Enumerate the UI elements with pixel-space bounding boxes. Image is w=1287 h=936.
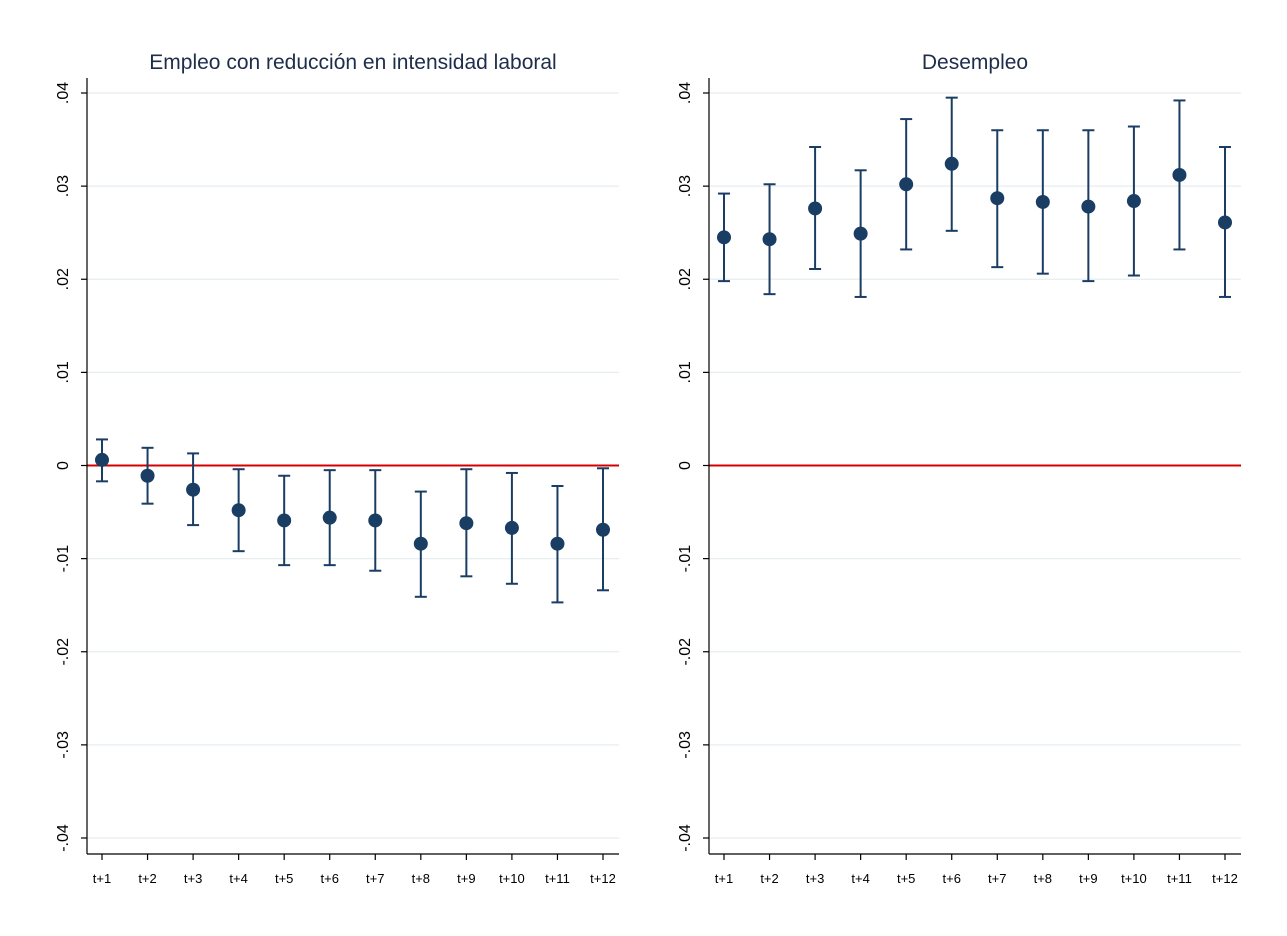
x-tick-label: t+8 — [412, 871, 430, 886]
y-tick-label: 0 — [55, 461, 72, 470]
x-tick-label: t+2 — [760, 871, 778, 886]
x-tick-label: t+4 — [851, 871, 869, 886]
point-estimate — [990, 191, 1005, 206]
x-tick-label: t+5 — [897, 871, 915, 886]
x-tick-label: t+5 — [275, 871, 293, 886]
y-tick-label: -.04 — [677, 824, 694, 852]
panel-employment-reduction: Empleo con reducción en intensidad labor… — [55, 51, 619, 886]
point-estimate — [186, 482, 201, 497]
x-tick-label: t+3 — [184, 871, 202, 886]
point-estimate — [899, 177, 914, 192]
y-tick-label: -.02 — [677, 638, 694, 666]
point-estimate — [1126, 194, 1141, 209]
panel-title: Empleo con reducción en intensidad labor… — [149, 51, 556, 74]
y-tick-label: .02 — [677, 268, 694, 290]
x-tick-label: t+9 — [457, 871, 475, 886]
y-tick-label: .02 — [55, 268, 72, 290]
y-tick-label: -.04 — [55, 824, 72, 852]
point-estimate — [1081, 199, 1096, 214]
y-tick-label: .03 — [677, 175, 694, 197]
point-estimate — [95, 452, 109, 467]
y-tick-label: .01 — [677, 361, 694, 383]
x-tick-label: t+7 — [366, 871, 384, 886]
panel-title: Desempleo — [922, 51, 1028, 74]
x-tick-label: t+11 — [1167, 871, 1192, 886]
point-estimate — [1218, 215, 1232, 230]
point-estimate — [550, 536, 565, 551]
point-estimate — [596, 522, 610, 537]
x-tick-label: t+8 — [1034, 871, 1052, 886]
x-tick-label: t+6 — [943, 871, 961, 886]
x-tick-label: t+12 — [1212, 871, 1238, 886]
point-estimate — [459, 516, 474, 531]
x-tick-label: t+10 — [1121, 871, 1147, 886]
point-estimate — [231, 503, 246, 518]
panel-unemployment: Desempleo .04 .03 .02 .01 0 -.01 -.02 -.03 -.04 t… — [677, 51, 1241, 886]
x-tick-label: t+3 — [806, 871, 824, 886]
y-tick-label: .04 — [55, 82, 72, 104]
point-estimate — [762, 232, 777, 247]
point-estimate — [368, 513, 383, 528]
y-tick-label: -.01 — [677, 545, 694, 573]
point-estimate — [322, 510, 337, 525]
x-tick-label: t+7 — [988, 871, 1006, 886]
point-estimate — [1172, 167, 1187, 182]
x-tick-label: t+1 — [715, 871, 733, 886]
y-tick-label: .04 — [677, 82, 694, 104]
x-tick-label: t+2 — [138, 871, 156, 886]
point-estimate — [717, 230, 731, 245]
x-tick-label: t+12 — [590, 871, 616, 886]
point-estimate — [808, 201, 823, 216]
y-tick-label: -.03 — [55, 731, 72, 759]
point-estimate — [504, 520, 519, 535]
y-tick-label: -.02 — [55, 638, 72, 666]
x-tick-label: t+10 — [499, 871, 525, 886]
y-tick-label: .01 — [55, 361, 72, 383]
y-tick-label: -.03 — [677, 731, 694, 759]
point-estimate — [413, 536, 428, 551]
point-estimate — [277, 513, 292, 528]
y-tick-label: .03 — [55, 175, 72, 197]
x-tick-label: t+1 — [93, 871, 111, 886]
y-tick-label: -.01 — [55, 545, 72, 573]
point-estimate — [140, 468, 155, 483]
x-tick-label: t+4 — [229, 871, 247, 886]
point-estimate — [853, 226, 868, 241]
y-tick-label: 0 — [677, 461, 694, 470]
x-tick-label: t+11 — [545, 871, 570, 886]
point-estimate — [944, 156, 959, 171]
point-estimate — [1035, 194, 1050, 209]
x-tick-label: t+6 — [321, 871, 339, 886]
x-tick-label: t+9 — [1079, 871, 1097, 886]
